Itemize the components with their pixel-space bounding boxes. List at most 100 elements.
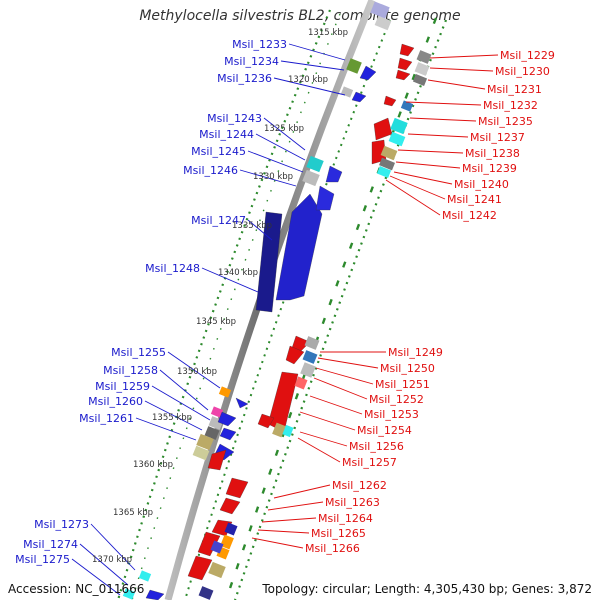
gene-box <box>282 424 294 438</box>
gene-arrow <box>255 211 283 313</box>
gene-label-right: Msil_1232 <box>483 99 538 112</box>
gene-box <box>218 386 232 398</box>
gene-box <box>224 522 238 536</box>
gene-arrow <box>217 411 237 427</box>
dotted-track <box>116 9 332 600</box>
label-leader <box>395 161 461 169</box>
gene-label-right: Msil_1256 <box>349 440 404 453</box>
gene-label-left: Msil_1243 <box>207 112 262 125</box>
label-leader <box>167 351 221 389</box>
kbp-label: 1330 kbp <box>253 172 293 182</box>
gene-label-right: Msil_1253 <box>364 408 419 421</box>
gene-box <box>272 422 286 438</box>
gene-box <box>302 169 320 187</box>
label-leader <box>317 357 379 369</box>
gene-label-right: Msil_1240 <box>454 178 509 191</box>
label-leader <box>255 133 306 161</box>
gene-label-left: Msil_1245 <box>191 145 246 158</box>
gene-label-right: Msil_1252 <box>369 393 424 406</box>
gene-label-right: Msil_1264 <box>318 512 373 525</box>
topology-text: Topology: circular; Length: 4,305,430 bp… <box>262 582 592 596</box>
gene-arrow <box>373 117 393 141</box>
gene-label-left: Msil_1260 <box>88 395 143 408</box>
gene-box <box>302 350 318 364</box>
gene-box <box>374 15 392 31</box>
gene-arrow <box>219 427 237 441</box>
gene-box <box>210 406 224 418</box>
gene-arrow <box>235 397 249 409</box>
gene-label-left: Msil_1234 <box>224 55 279 68</box>
dotted-track <box>184 19 391 600</box>
dotted-track <box>131 13 341 600</box>
gene-label-right: Msil_1237 <box>470 131 525 144</box>
kbp-label: 1335 kbp <box>232 221 272 231</box>
gene-box <box>412 74 428 86</box>
gene-label-right: Msil_1262 <box>332 479 387 492</box>
label-leader <box>144 400 203 431</box>
gene-box <box>196 433 214 451</box>
label-leader <box>273 484 331 499</box>
gene-label-left: Msil_1275 <box>15 553 70 566</box>
gene-box <box>138 570 152 582</box>
kbp-label: 1340 kbp <box>218 268 258 278</box>
gene-label-left: Msil_1248 <box>145 262 200 275</box>
gene-label-left: Msil_1246 <box>183 164 238 177</box>
gene-label-left: Msil_1258 <box>103 364 158 377</box>
gene-arrow <box>219 497 241 515</box>
gene-arrow <box>351 91 367 103</box>
gene-label-right: Msil_1263 <box>325 496 380 509</box>
label-leaders <box>71 43 499 596</box>
label-leader <box>389 175 446 200</box>
gene-box <box>376 166 392 178</box>
gene-label-left: Msil_1261 <box>79 412 134 425</box>
gene-arrow <box>325 165 343 183</box>
gene-arrow <box>257 413 275 429</box>
label-leader <box>385 179 441 216</box>
gene-box <box>340 86 354 98</box>
gene-arrow <box>397 57 413 71</box>
label-leader <box>393 171 453 185</box>
gene-box <box>346 58 362 74</box>
gene-label-left: Msil_1259 <box>95 380 150 393</box>
label-leader <box>151 385 211 421</box>
label-leader <box>299 431 348 447</box>
label-leader <box>135 417 197 441</box>
label-leader <box>427 79 486 90</box>
gene-box <box>388 131 406 147</box>
label-leader <box>280 60 345 71</box>
gene-box <box>198 586 214 600</box>
gene-label-right: Msil_1230 <box>495 65 550 78</box>
dotted-track <box>233 19 448 600</box>
gene-label-right: Msil_1257 <box>342 456 397 469</box>
gene-box <box>370 1 390 19</box>
kbp-label: 1315 kbp <box>308 28 348 38</box>
gene-labels: Msil_1233 Msil_1234 Msil_1236 Msil_1243 Msil… <box>15 38 555 566</box>
gene-box <box>300 362 316 378</box>
gene-box <box>416 50 432 64</box>
gene-arrow <box>399 43 415 57</box>
label-leader <box>267 501 324 511</box>
gene-arrow <box>395 69 411 81</box>
gene-label-right: Msil_1249 <box>388 346 443 359</box>
kbp-label: 1345 kbp <box>196 317 236 327</box>
label-leader <box>273 77 346 96</box>
label-leader <box>407 133 469 138</box>
label-leader <box>257 529 310 534</box>
label-leader <box>239 169 297 187</box>
gene-label-right: Msil_1239 <box>462 162 517 175</box>
label-leader <box>299 411 356 431</box>
gene-arrow <box>383 95 397 107</box>
gene-box <box>414 62 430 76</box>
kbp-label: 1370 kbp <box>92 555 132 565</box>
label-leader <box>429 67 494 72</box>
gene-box <box>380 145 398 161</box>
label-leader <box>313 377 368 400</box>
gene-box <box>210 540 224 554</box>
label-leader <box>251 537 304 549</box>
gene-arrow <box>197 531 221 557</box>
label-leader <box>405 101 482 106</box>
gene-arrow <box>225 477 249 499</box>
kbp-label: 1365 kbp <box>113 508 153 518</box>
gene-label-right: Msil_1251 <box>375 378 430 391</box>
